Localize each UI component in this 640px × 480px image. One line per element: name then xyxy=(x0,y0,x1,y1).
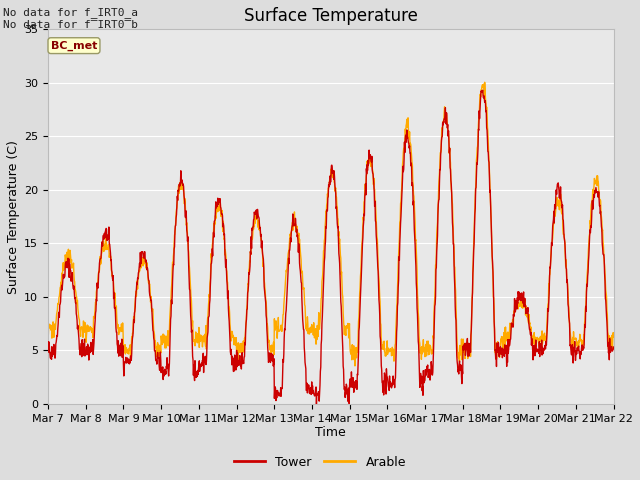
Text: No data for f̅IRT0̅b: No data for f̅IRT0̅b xyxy=(3,20,138,30)
X-axis label: Time: Time xyxy=(316,426,346,440)
Y-axis label: Surface Temperature (C): Surface Temperature (C) xyxy=(7,140,20,294)
Legend: Tower, Arable: Tower, Arable xyxy=(229,451,411,474)
Title: Surface Temperature: Surface Temperature xyxy=(244,7,418,25)
Text: No data for f_IRT0_a: No data for f_IRT0_a xyxy=(3,7,138,18)
Text: BC_met: BC_met xyxy=(51,40,97,51)
